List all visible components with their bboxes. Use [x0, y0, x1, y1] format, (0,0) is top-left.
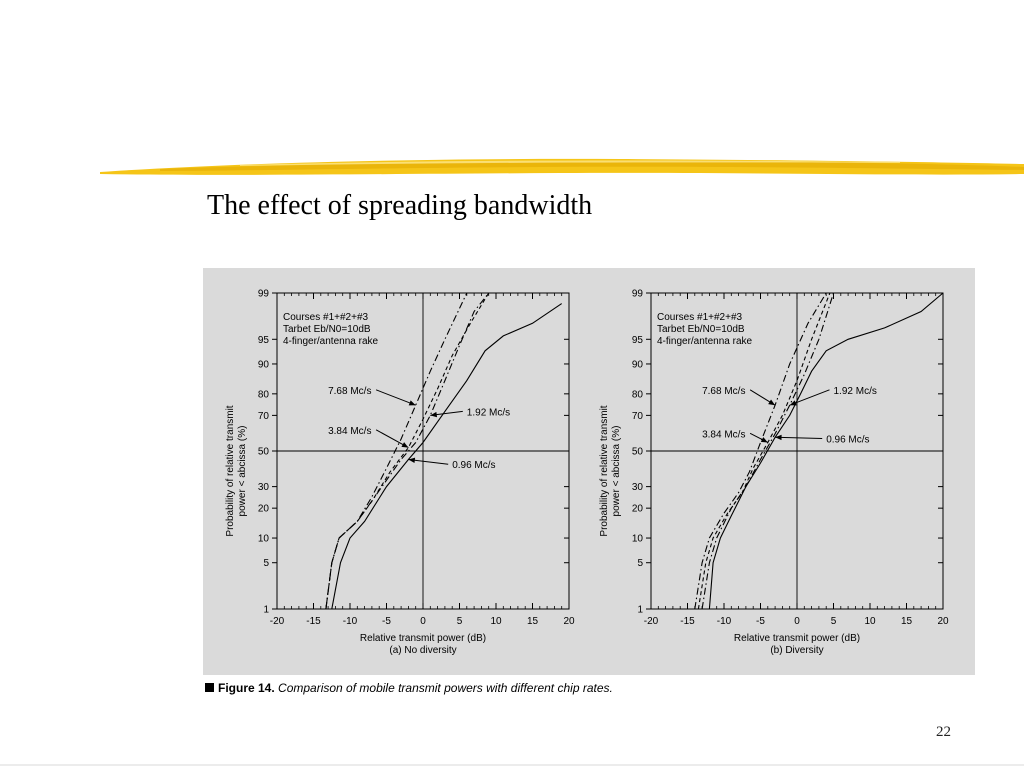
y-axis-title-line2: power < abcissa (%)	[611, 426, 622, 517]
annotation-line: 4-finger/antenna rake	[283, 336, 379, 347]
series-line-0-96-mc-s	[331, 303, 563, 610]
bottom-divider	[0, 764, 1024, 766]
y-tick-label: 5	[637, 558, 643, 569]
y-tick-label: 95	[258, 335, 270, 346]
y-tick-label: 30	[632, 482, 644, 493]
annotation-line: Courses #1+#2+#3	[657, 312, 743, 323]
annotation-line: Tarbet Eb/N0=10dB	[657, 324, 745, 335]
x-tick-label: 15	[901, 616, 913, 627]
x-tick-label: -15	[680, 616, 695, 627]
x-tick-label: 20	[563, 616, 575, 627]
x-tick-label: 5	[457, 616, 463, 627]
series-label: 1.92 Mc/s	[834, 386, 877, 397]
caption-bullet-icon	[205, 683, 214, 692]
label-arrow-head	[401, 442, 409, 448]
y-tick-label: 10	[258, 534, 270, 545]
y-tick-label: 50	[632, 447, 644, 458]
x-tick-label: -5	[756, 616, 765, 627]
series-label: 7.68 Mc/s	[328, 386, 371, 397]
x-tick-label: 10	[490, 616, 502, 627]
y-tick-label: 70	[258, 411, 270, 422]
x-tick-label: 0	[794, 616, 800, 627]
series-line-1-92-mc-s	[701, 292, 835, 610]
y-axis-title-line2: power < abcissa (%)	[237, 426, 248, 517]
y-tick-label: 95	[632, 335, 644, 346]
x-tick-label: 20	[937, 616, 949, 627]
x-tick-label: 15	[527, 616, 539, 627]
x-axis-title: Relative transmit power (dB)	[360, 633, 486, 644]
figure-charts: -20 -15 -10 -5 0 5 10 15 20151020305070809095997…	[225, 289, 949, 657]
label-arrow-head	[760, 437, 768, 443]
x-tick-label: -15	[306, 616, 321, 627]
annotation-line: 4-finger/antenna rake	[657, 336, 753, 347]
series-label: 3.84 Mc/s	[702, 429, 745, 440]
chart-subtitle: (b) Diversity	[770, 645, 823, 656]
chart-a: -20 -15 -10 -5 0 5 10 15 20151020305070809095997…	[225, 289, 575, 657]
x-tick-label: 5	[831, 616, 837, 627]
series-line-7-68-mc-s	[694, 292, 827, 610]
label-arrow-line	[375, 389, 416, 406]
y-tick-label: 20	[258, 504, 270, 515]
caption-label: Figure 14.	[218, 681, 275, 695]
label-arrow-line	[408, 459, 449, 465]
label-arrow-head	[408, 400, 416, 406]
series-line-0-96-mc-s	[708, 292, 944, 610]
y-tick-label: 30	[258, 482, 270, 493]
figure-caption: Figure 14. Comparison of mobile transmit…	[205, 681, 613, 695]
label-arrow-head	[775, 434, 782, 441]
series-label: 3.84 Mc/s	[328, 426, 371, 437]
y-tick-label: 70	[632, 411, 644, 422]
y-tick-label: 90	[632, 359, 644, 370]
annotation-line: Courses #1+#2+#3	[283, 312, 369, 323]
series-label: 0.96 Mc/s	[826, 434, 869, 445]
y-tick-label: 80	[258, 389, 270, 400]
x-axis-title: Relative transmit power (dB)	[734, 633, 860, 644]
y-tick-label: 99	[632, 289, 644, 300]
brush-stroke-decoration	[100, 158, 1024, 175]
label-arrow-head	[768, 399, 776, 406]
label-arrow-head	[408, 457, 416, 463]
caption-text: Comparison of mobile transmit powers wit…	[278, 681, 613, 695]
x-tick-label: -10	[717, 616, 732, 627]
chart-subtitle: (a) No diversity	[389, 645, 456, 656]
x-tick-label: -5	[382, 616, 391, 627]
series-label: 7.68 Mc/s	[702, 386, 745, 397]
y-tick-label: 5	[263, 558, 269, 569]
x-tick-label: -10	[343, 616, 358, 627]
y-tick-label: 90	[258, 359, 270, 370]
y-tick-label: 10	[632, 534, 644, 545]
label-arrow-head	[430, 411, 438, 418]
series-line-3-84-mc-s	[697, 292, 831, 610]
y-axis-title-line1: Probability of relative transmit	[225, 405, 236, 536]
y-tick-label: 80	[632, 389, 644, 400]
x-tick-label: -20	[270, 616, 285, 627]
x-tick-label: -20	[644, 616, 659, 627]
y-tick-label: 50	[258, 447, 270, 458]
series-label: 0.96 Mc/s	[452, 460, 495, 471]
label-arrow-line	[775, 436, 823, 439]
y-tick-label: 1	[637, 605, 643, 616]
y-tick-label: 20	[632, 504, 644, 515]
series-line-1-92-mc-s	[325, 292, 490, 610]
label-arrow-line	[789, 389, 830, 406]
chart-b: -20 -15 -10 -5 0 5 10 15 20151020305070809095997…	[599, 289, 949, 657]
y-axis-title-line1: Probability of relative transmit	[599, 405, 610, 536]
slide-title: The effect of spreading bandwidth	[207, 190, 593, 221]
x-tick-label: 0	[420, 616, 426, 627]
page-number: 22	[936, 724, 951, 740]
y-tick-label: 99	[258, 289, 270, 300]
x-tick-label: 10	[864, 616, 876, 627]
label-arrow-head	[789, 400, 797, 406]
figure-panel: -20 -15 -10 -5 0 5 10 15 20 1 5 10 20 30 50 70 80 90 95 99 7…	[203, 268, 975, 675]
annotation-line: Tarbet Eb/N0=10dB	[283, 324, 371, 335]
series-line-3-84-mc-s	[325, 292, 490, 610]
series-label: 1.92 Mc/s	[467, 407, 510, 418]
y-tick-label: 1	[263, 605, 269, 616]
